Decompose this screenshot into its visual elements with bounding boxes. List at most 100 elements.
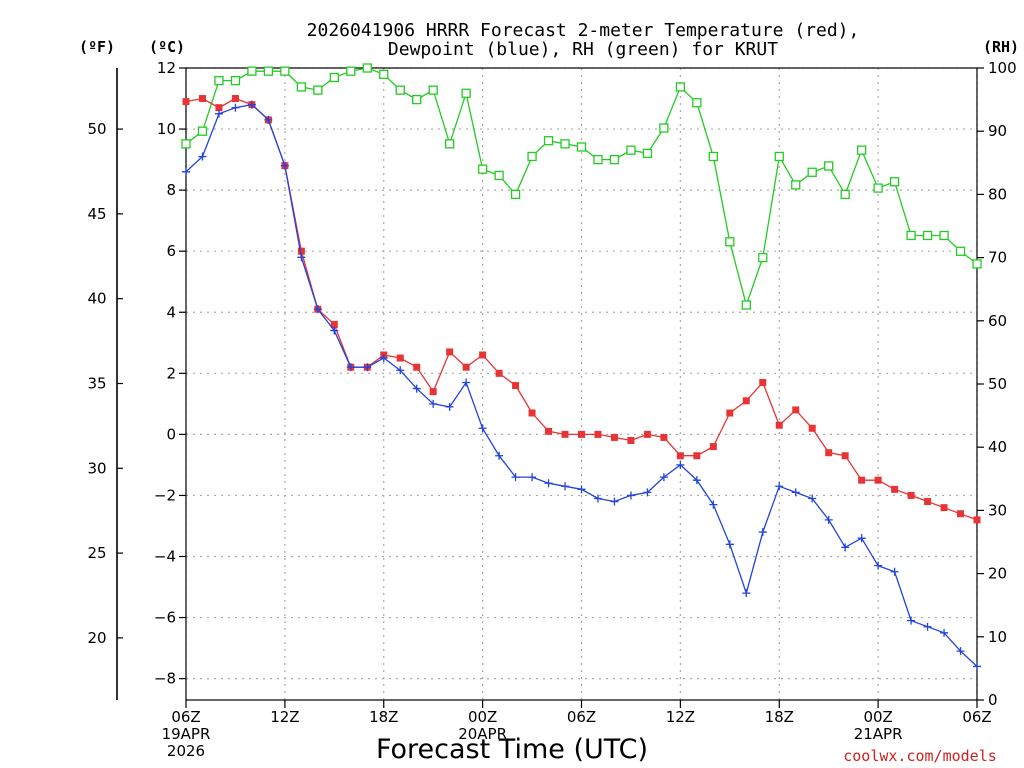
dewpoint-marker [808, 494, 817, 503]
dewpoint-marker [511, 473, 520, 482]
x-tick-label: 2026 [167, 742, 205, 760]
rh-tick-label: 100 [988, 59, 1017, 77]
rh-marker [906, 230, 916, 241]
temperature-marker [429, 388, 437, 396]
rh-marker [758, 252, 768, 263]
dewpoint-marker [742, 589, 751, 598]
dewpoint-marker [182, 167, 190, 176]
temperature-marker [891, 485, 899, 493]
rh-tick-label: 60 [988, 312, 1007, 330]
rh-marker [477, 164, 488, 174]
rh-marker [692, 98, 702, 108]
dewpoint-marker [725, 540, 734, 549]
dewpoint-marker [528, 473, 537, 482]
rh-marker [412, 94, 422, 105]
series-layer [181, 63, 982, 671]
temperature-marker [413, 363, 421, 371]
temperature-marker [643, 430, 651, 438]
dewpoint-marker [923, 622, 932, 631]
rh-tick-label: 50 [988, 375, 1007, 393]
rh-marker [922, 230, 933, 241]
rh-marker [527, 151, 537, 162]
temperature-marker [759, 378, 767, 386]
dewpoint-marker [874, 561, 883, 570]
grid-lines [185, 67, 978, 700]
credit-text: coolwx.com/models [843, 747, 997, 765]
rh-marker [708, 151, 718, 162]
dewpoint-marker [758, 528, 767, 537]
dewpoint-marker [379, 354, 388, 363]
temperature-line [185, 97, 978, 521]
dewpoint-marker [709, 500, 718, 509]
rh-unit-label: (RH) [983, 38, 1019, 56]
temperature-marker [561, 430, 569, 438]
dewpoint-marker [577, 485, 586, 494]
rh-marker [939, 230, 949, 241]
rh-marker [197, 126, 208, 136]
x-tick-label: 06Z [171, 708, 200, 726]
celsius-unit-label: (ºC) [149, 38, 185, 56]
dewpoint-marker [330, 326, 339, 335]
x-tick-label: 18Z [765, 708, 794, 726]
temperature-marker [610, 433, 618, 441]
celsius-tick-label: −8 [154, 670, 176, 688]
rh-marker [362, 63, 372, 73]
dewpoint-marker [593, 494, 602, 503]
rh-marker [576, 142, 587, 152]
rh-tick-label: 20 [988, 565, 1007, 583]
temperature-marker [841, 452, 849, 460]
temperature-marker [858, 476, 866, 484]
temperature-marker [627, 436, 635, 444]
rh-tick-label: 30 [988, 501, 1007, 519]
dewpoint-marker [841, 543, 850, 552]
dewpoint-marker [264, 115, 273, 124]
rh-marker [955, 246, 966, 256]
temperature-marker [330, 320, 338, 328]
celsius-tick-label: 0 [166, 425, 176, 443]
x-tick-label: 21APR [854, 725, 903, 743]
fahrenheit-tick-label: 45 [87, 205, 106, 223]
dewpoint-marker [313, 305, 322, 314]
temperature-marker [479, 351, 487, 359]
rh-marker [313, 85, 323, 95]
fahrenheit-tick-label: 50 [87, 120, 106, 138]
dewpoint-marker [445, 402, 454, 411]
tick-labels: 121086420−2−4−6−850454035302520100908070… [87, 59, 1016, 760]
rh-marker [642, 148, 653, 158]
temperature-marker [742, 397, 750, 405]
temperature-marker [198, 95, 206, 103]
dewpoint-marker [462, 378, 471, 387]
dewpoint-marker [544, 479, 553, 488]
temperature-marker [957, 510, 965, 518]
fahrenheit-tick-label: 20 [87, 629, 106, 647]
rh-marker [774, 151, 784, 162]
dewpoint-marker [857, 534, 866, 543]
temperature-marker [907, 491, 915, 499]
dewpoint-marker [890, 567, 899, 576]
dewpoint-marker [297, 253, 306, 262]
rh-marker [230, 75, 241, 86]
dewpoint-marker [396, 366, 405, 375]
rh-tick-label: 80 [988, 185, 1007, 203]
fahrenheit-tick-label: 40 [87, 290, 106, 308]
temperature-marker [676, 452, 684, 460]
x-tick-label: 06Z [567, 708, 596, 726]
temperature-marker [182, 98, 190, 106]
rh-marker [856, 145, 867, 155]
temperature-marker [775, 421, 783, 429]
dewpoint-marker [198, 152, 207, 161]
celsius-tick-label: 8 [166, 181, 176, 199]
chart-title-line-2: Dewpoint (blue), RH (green) for KRUT [388, 39, 778, 60]
celsius-tick-label: 10 [157, 120, 176, 138]
temperature-marker [940, 504, 948, 512]
dewpoint-marker [626, 491, 635, 500]
temperature-marker [693, 452, 701, 460]
dewpoint-marker [214, 109, 223, 118]
rh-marker [329, 72, 339, 83]
dewpoint-marker [791, 488, 800, 497]
rh-marker [428, 85, 438, 95]
dewpoint-marker [692, 476, 701, 485]
rh-marker [510, 189, 521, 200]
rh-marker [626, 145, 636, 155]
